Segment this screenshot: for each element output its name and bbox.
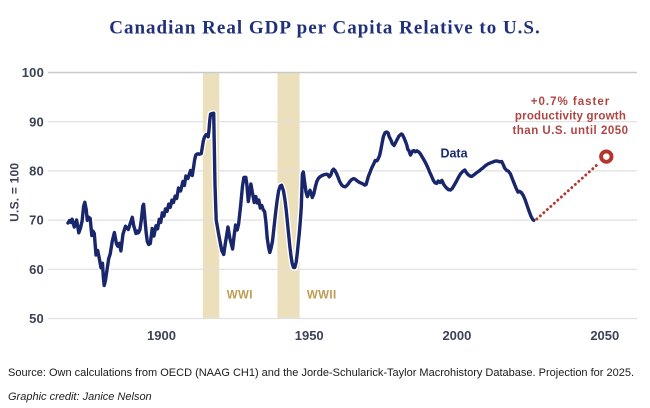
svg-text:2000: 2000 xyxy=(442,328,471,343)
svg-text:70: 70 xyxy=(29,213,44,228)
svg-text:50: 50 xyxy=(29,311,44,326)
svg-text:U.S. = 100: U.S. = 100 xyxy=(8,163,22,222)
svg-text:Canadian Real GDP per Capita R: Canadian Real GDP per Capita Relative to… xyxy=(109,18,541,39)
svg-text:Graphic credit: Janice Nelson: Graphic credit: Janice Nelson xyxy=(8,391,152,403)
svg-text:1950: 1950 xyxy=(295,328,324,343)
svg-text:90: 90 xyxy=(29,114,44,129)
svg-text:Source: Own calculations from: Source: Own calculations from OECD (NAAG… xyxy=(8,367,634,379)
svg-text:than U.S. until 2050: than U.S. until 2050 xyxy=(512,125,628,137)
svg-text:WWI: WWI xyxy=(227,290,253,302)
svg-text:2050: 2050 xyxy=(590,328,619,343)
svg-text:100: 100 xyxy=(22,65,44,80)
svg-text:+0.7% faster: +0.7% faster xyxy=(531,96,610,108)
svg-text:Data: Data xyxy=(440,147,468,161)
svg-text:productivity growth: productivity growth xyxy=(515,111,626,123)
svg-text:WWII: WWII xyxy=(307,290,337,302)
svg-text:60: 60 xyxy=(29,262,44,277)
svg-text:80: 80 xyxy=(29,164,44,179)
svg-text:1900: 1900 xyxy=(147,328,176,343)
